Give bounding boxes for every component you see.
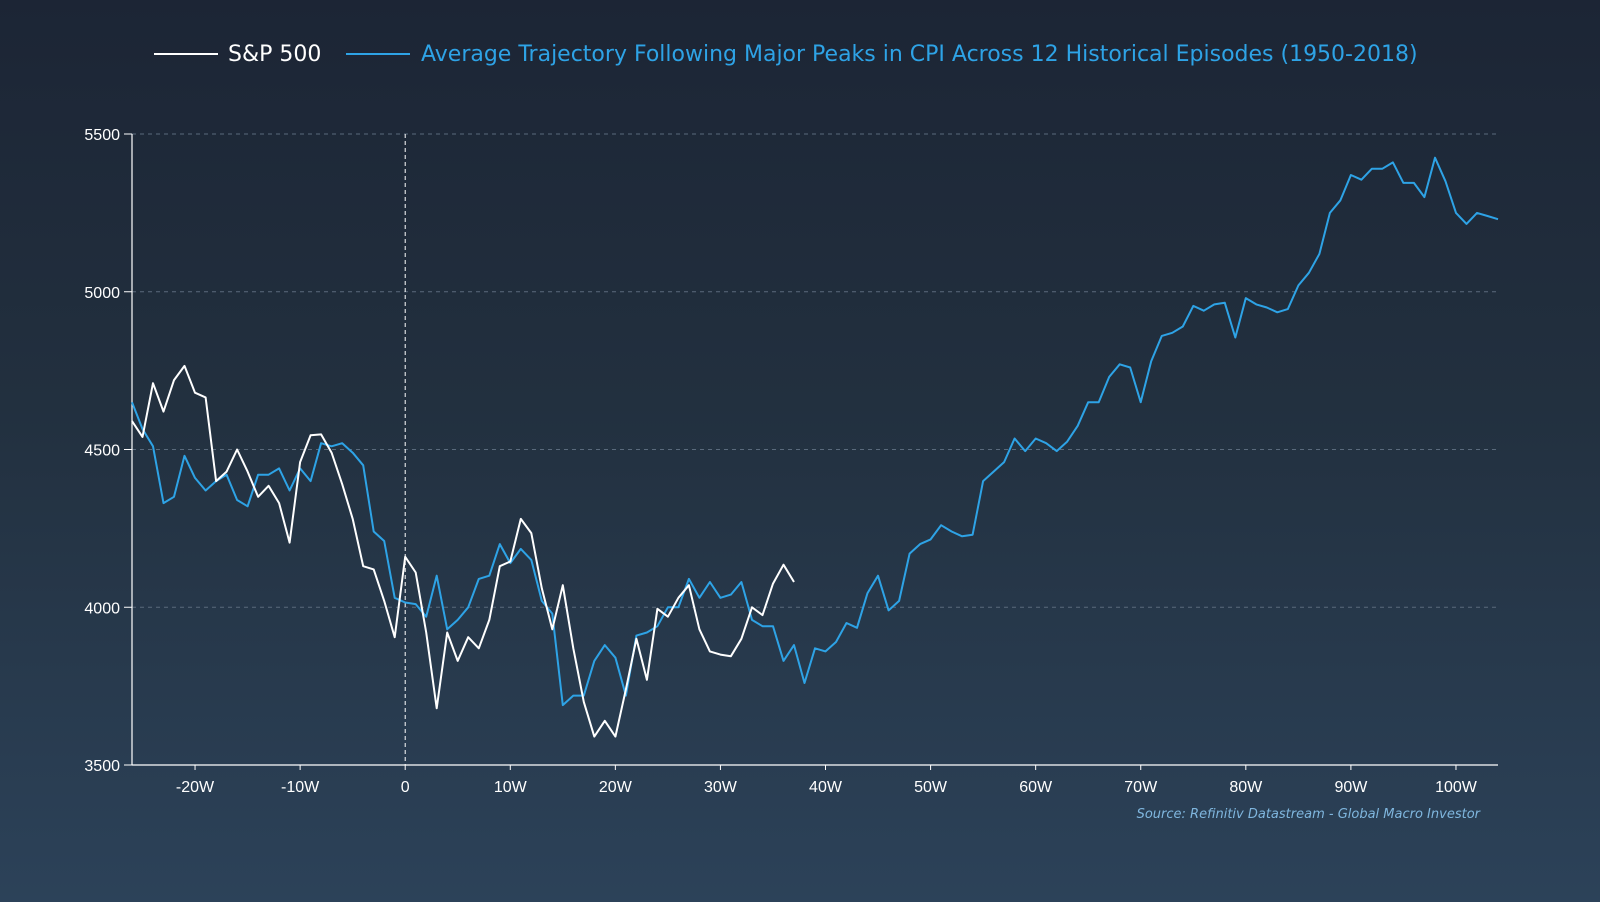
y-tick-label: 4500	[84, 443, 120, 460]
source-note: Source: Refinitiv Datastream - Global Ma…	[1137, 807, 1482, 822]
chart-axes	[124, 133, 1498, 770]
x-tick-label: 10W	[494, 779, 528, 796]
y-gridlines	[132, 133, 1498, 766]
y-axis-tick-labels: 3500 4000 4500 5000 5500	[84, 127, 120, 775]
chart-legend: S&P 500 Average Trajectory Following Maj…	[154, 42, 1418, 67]
y-tick-label: 5000	[84, 285, 120, 302]
x-tick-label: 30W	[704, 779, 738, 796]
x-axis-tick-labels: -20W -10W 0 10W 20W 30W 40W 50W 60W 70W 80W 90W 100W	[176, 779, 1478, 796]
x-tick-label: 100W	[1435, 779, 1478, 796]
y-tick-label: 5500	[84, 127, 120, 144]
x-tick-label: 90W	[1334, 779, 1368, 796]
x-tick-label: -10W	[281, 779, 320, 796]
series-line-sp500	[131, 364, 795, 738]
chart-series	[131, 156, 1499, 738]
x-tick-label: 20W	[599, 779, 633, 796]
legend-label-sp500: S&P 500	[228, 42, 321, 67]
x-tick-label: 60W	[1019, 779, 1053, 796]
x-tick-label: 50W	[914, 779, 948, 796]
x-tick-label: -20W	[176, 779, 215, 796]
x-tick-label: 80W	[1229, 779, 1263, 796]
y-tick-label: 4000	[84, 600, 120, 617]
x-tick-label: 0	[401, 779, 410, 796]
legend-label-average-trajectory: Average Trajectory Following Major Peaks…	[421, 42, 1418, 67]
x-tick-label: 70W	[1124, 779, 1158, 796]
y-tick-label: 3500	[84, 758, 120, 775]
x-tick-label: 40W	[809, 779, 843, 796]
series-line-average-trajectory	[131, 156, 1499, 707]
